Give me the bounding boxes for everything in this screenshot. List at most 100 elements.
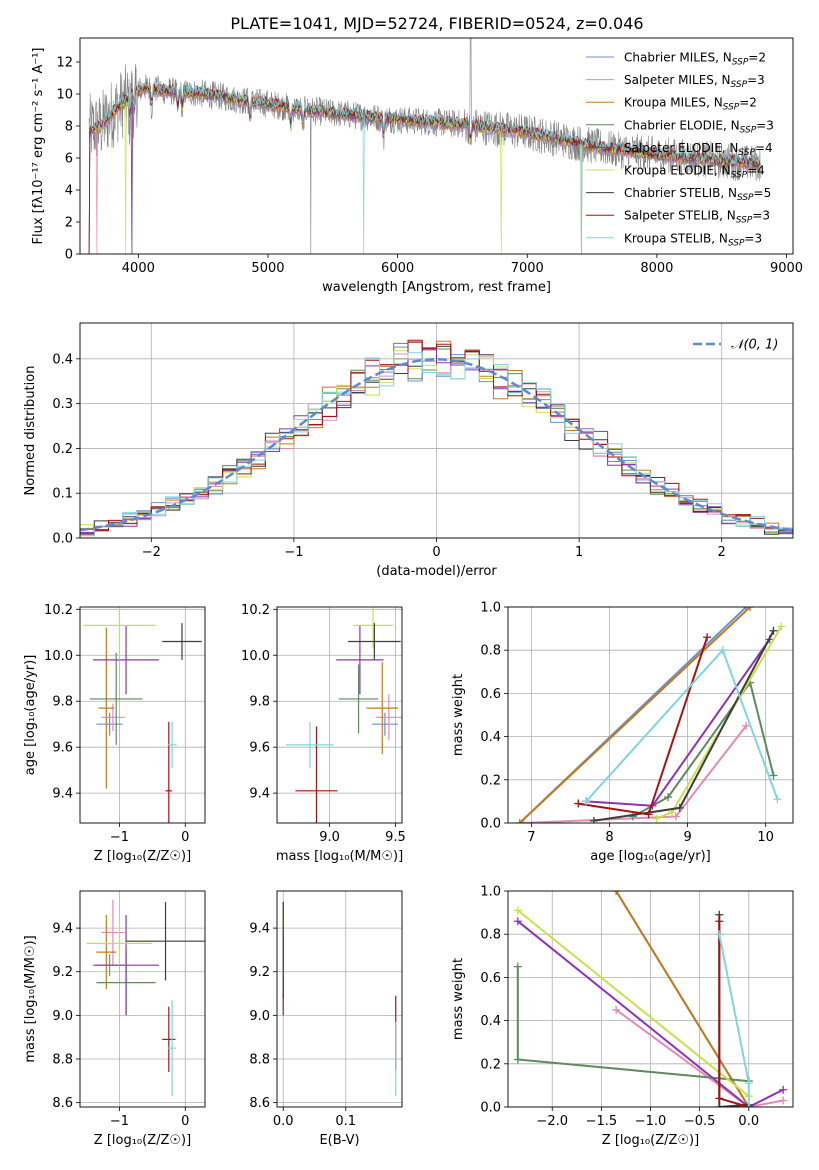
legend-nssp-prefix: , N	[711, 231, 728, 245]
legend-nssp-prefix: , N	[723, 118, 740, 132]
legend-model-name: Chabrier MILES	[624, 51, 715, 65]
weight-marker	[715, 1094, 724, 1103]
legend-nssp-prefix: , N	[720, 186, 737, 200]
axes-frame	[276, 606, 403, 824]
x-tick-label: 9000	[770, 261, 803, 276]
plot-weight_vs_Z: −2.0 −1.5 −1.0 −0.5 0.0 0.0 0.2 0.4 0.6 0.8 1.0 Z […	[451, 885, 794, 1148]
weight-marker	[513, 906, 522, 915]
x-tick-label: 0	[181, 1114, 189, 1129]
legend-nssp-value: 5	[764, 186, 772, 200]
y-tick-label: 9.2	[249, 965, 270, 980]
legend-label: Salpeter ELODIE, NSSP=4	[624, 141, 773, 158]
plot-area-weight_vs_Z	[513, 891, 788, 1107]
errorbar-point-5	[336, 625, 384, 695]
y-tick-label: 0.0	[480, 817, 501, 832]
x-tick-label: −0.5	[684, 1114, 716, 1129]
y-tick-label: 10.2	[44, 603, 73, 618]
legend-model-name: Chabrier ELODIE	[624, 118, 723, 132]
weight-marker	[769, 626, 778, 635]
y-tick-label: 8.8	[249, 1053, 270, 1068]
errorbar-point-3	[96, 915, 117, 990]
residual-histogram-8	[80, 339, 793, 536]
legend-nssp-prefix: , N	[714, 73, 731, 87]
plot-area-age_vs_mass	[286, 607, 402, 823]
y-tick-label: 9.4	[52, 922, 73, 937]
legend-nssp-eq: =	[756, 118, 766, 132]
x-axis-label: Z [log₁₀(Z/Z☉)]	[602, 1133, 699, 1148]
axes-frame	[507, 890, 794, 1108]
y-tick-label: 9.4	[52, 787, 73, 802]
x-tick-label: −2	[142, 545, 161, 560]
legend-label: Chabrier ELODIE, NSSP=3	[624, 118, 774, 135]
weight-marker	[513, 1055, 522, 1064]
model-spectrum-9	[88, 80, 761, 254]
legend-model-name: Kroupa MILES	[624, 96, 706, 110]
y-tick-label: 9.0	[52, 1009, 73, 1024]
y-tick-label: 8.6	[52, 1096, 73, 1111]
gaussian-curve	[80, 358, 793, 532]
errorbar-point-9	[167, 721, 177, 768]
plot-area-weight_vs_age	[515, 607, 786, 823]
legend-model-name: Kroupa STELIB	[624, 231, 711, 245]
legend-nssp-sub: SSP	[731, 80, 748, 90]
weight-marker	[582, 797, 591, 806]
y-tick-label: 12	[56, 56, 73, 71]
weight-marker	[744, 1103, 753, 1107]
weight-marker	[773, 795, 782, 804]
x-tick-label: 5000	[251, 261, 284, 276]
legend-nssp-sub: SSP	[737, 193, 754, 203]
weight-series-6	[517, 909, 750, 1097]
legend-nssp-prefix: , N	[719, 209, 736, 223]
y-tick-label: 0.6	[480, 971, 501, 986]
y-axis-label: mass weight	[451, 958, 466, 1040]
legend-label: Kroupa MILES, NSSP=2	[624, 96, 757, 113]
plot-area-spectrum	[88, 38, 761, 254]
errorbar-point-3	[98, 627, 115, 789]
x-tick-label: 8	[605, 830, 613, 845]
errorbar-point-5	[93, 625, 159, 695]
errorbar-point-5	[93, 915, 159, 1016]
errorbar-point-8	[165, 721, 173, 823]
legend-nssp-eq: =	[748, 51, 758, 65]
legend-nssp-eq: =	[747, 73, 757, 87]
legend-nssp-prefix: , N	[715, 51, 732, 65]
weight-marker	[779, 1096, 788, 1105]
y-axis-label: age [log₁₀(age/yr)]	[23, 655, 38, 776]
weight-marker	[513, 917, 522, 926]
y-tick-label: 0.4	[480, 1014, 501, 1029]
legend-model-name: Salpeter MILES	[624, 73, 714, 87]
y-tick-label: 4	[65, 184, 73, 199]
y-tick-label: 9.4	[249, 922, 270, 937]
plot-area-age_vs_Z	[83, 607, 202, 823]
errorbar-point-7	[126, 901, 205, 981]
errorbar-point-6	[353, 607, 393, 649]
x-tick-label: 7	[527, 830, 535, 845]
y-tick-label: 8.8	[52, 1053, 73, 1068]
errorbar-point-8	[162, 1006, 176, 1073]
y-tick-label: 0.0	[52, 532, 73, 547]
legend-nssp-value: 4	[765, 141, 773, 155]
plot-mass_vs_Z: −1 0 8.6 8.8 9.0 9.2 9.4 Z [log₁₀(Z/Z☉)] mass [l…	[23, 890, 206, 1148]
weight-marker	[777, 622, 786, 631]
legend-model-name: Salpeter ELODIE	[624, 141, 722, 155]
legend-nssp-sub: SSP	[731, 171, 748, 181]
y-tick-label: 10	[56, 88, 73, 103]
legend-nssp-prefix: , N	[722, 141, 739, 155]
y-tick-label: 9.4	[249, 787, 270, 802]
legend-nssp-eq: =	[744, 231, 754, 245]
y-tick-label: 9.6	[249, 741, 270, 756]
weight-marker	[628, 812, 637, 821]
residual-histogram-9	[80, 352, 793, 536]
y-tick-label: 0.4	[52, 352, 73, 367]
legend-nssp-sub: SSP	[738, 148, 755, 158]
y-tick-label: 0.8	[480, 928, 501, 943]
legend-nssp-sub: SSP	[732, 58, 749, 68]
errorbar-point-4	[89, 652, 143, 745]
plot-mass_vs_ebv: 0.0 0.1 8.6 8.8 9.0 9.2 9.4 E(B-V)	[249, 890, 403, 1148]
axes-frame	[79, 890, 206, 1108]
axes-frame	[79, 606, 206, 824]
weight-marker	[664, 793, 673, 802]
x-tick-label: −1	[284, 545, 303, 560]
legend-nssp-value: 3	[766, 118, 774, 132]
